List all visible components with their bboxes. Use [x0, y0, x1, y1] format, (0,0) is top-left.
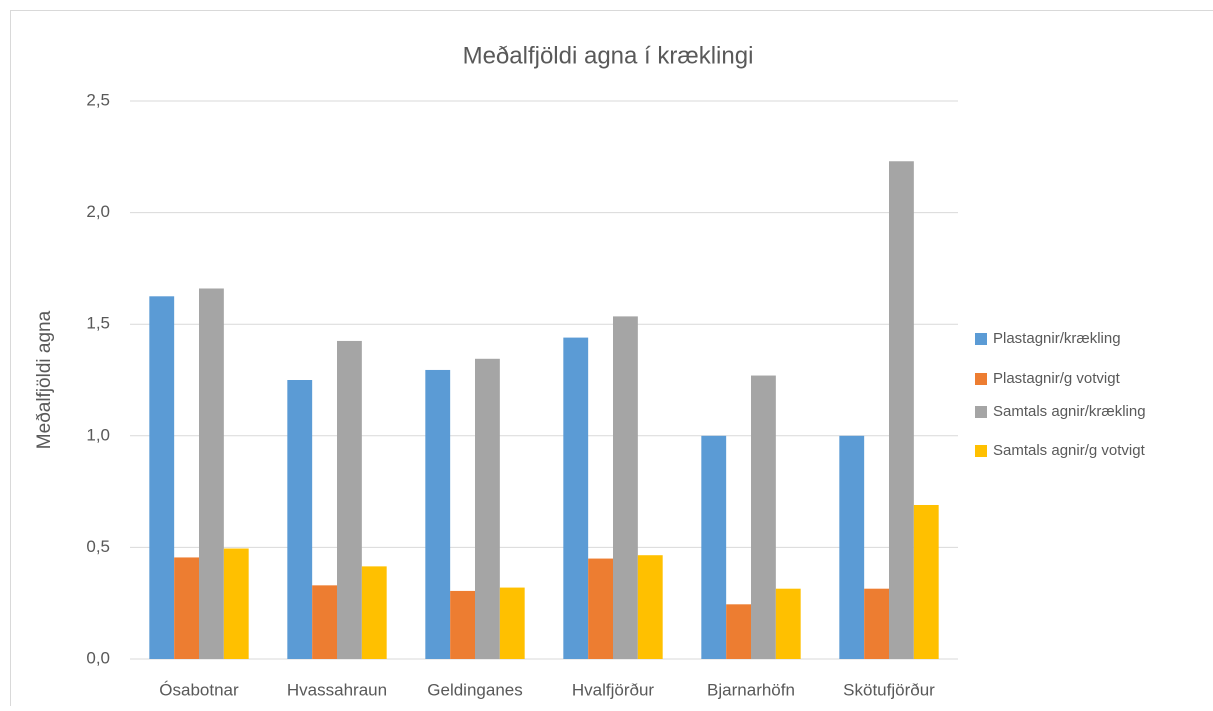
legend-swatch — [975, 333, 987, 345]
bar — [425, 370, 450, 659]
y-tick-label: 1,5 — [86, 314, 110, 333]
x-tick-label: Hvassahraun — [287, 680, 387, 699]
y-tick-label: 1,0 — [86, 425, 110, 444]
bar — [312, 585, 337, 659]
legend-swatch — [975, 406, 987, 418]
bar — [500, 588, 525, 659]
bar — [726, 604, 751, 659]
bar — [776, 589, 801, 659]
bar — [701, 436, 726, 659]
bar — [839, 436, 864, 659]
legend-swatch — [975, 445, 987, 457]
bar — [475, 359, 500, 659]
chart-title: Meðalfjöldi agna í kræklingi — [463, 42, 754, 69]
x-tick-label: Geldinganes — [427, 680, 522, 699]
bar — [889, 161, 914, 659]
bar — [450, 591, 475, 659]
bar — [914, 505, 939, 659]
y-tick-label: 0,5 — [86, 537, 110, 556]
y-axis-label: Meðalfjöldi agna — [34, 310, 55, 449]
x-tick-label: Ósabotnar — [159, 680, 239, 699]
legend-label: Plastagnir/g votvigt — [993, 370, 1121, 387]
y-tick-label: 2,0 — [86, 202, 110, 221]
x-tick-label: Skötufjörður — [843, 680, 935, 699]
bar — [174, 557, 199, 659]
x-tick-label: Hvalfjörður — [572, 680, 655, 699]
bar — [287, 380, 312, 659]
bar — [362, 566, 387, 659]
bar — [199, 288, 224, 659]
legend-label: Samtals agnir/g votvigt — [993, 442, 1146, 459]
bar — [751, 376, 776, 659]
bar — [588, 559, 613, 659]
bar — [337, 341, 362, 659]
bar — [224, 549, 249, 659]
bar — [638, 555, 663, 659]
bar — [563, 338, 588, 659]
bar — [864, 589, 889, 659]
legend-swatch — [975, 373, 987, 385]
legend-label: Samtals agnir/krækling — [993, 403, 1146, 420]
x-tick-label: Bjarnarhöfn — [707, 680, 795, 699]
y-tick-label: 0,0 — [86, 648, 110, 667]
legend-label: Plastagnir/krækling — [993, 330, 1121, 347]
bar — [613, 316, 638, 659]
bar — [149, 296, 174, 659]
y-tick-label: 2,5 — [86, 90, 110, 109]
